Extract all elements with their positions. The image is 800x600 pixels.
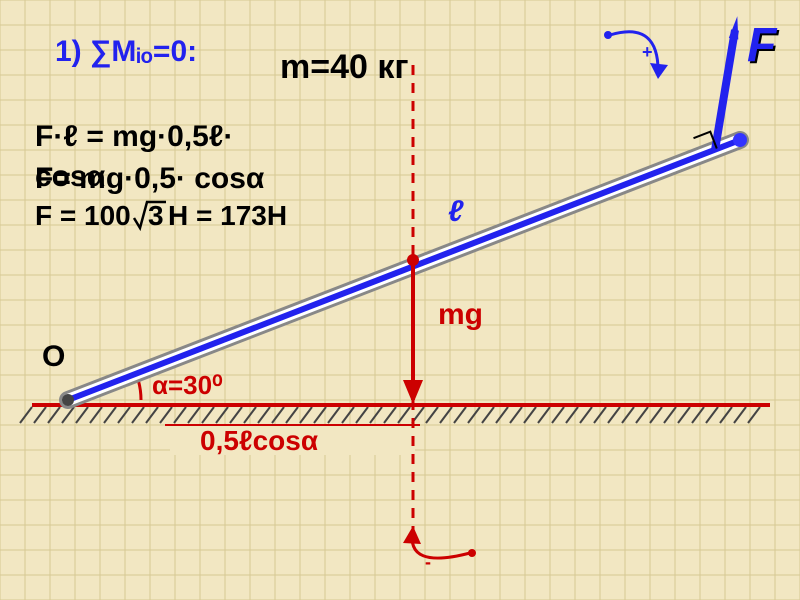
equation-3-rad: 3: [148, 200, 164, 232]
diagram-stage: 1) ∑Mᵢₒ=0: m=40 кг F·ℓ = mg·0,5ℓ· сosα F…: [0, 0, 800, 600]
angle-alpha-label: α=30⁰: [152, 370, 223, 401]
mass-label: m=40 кг: [280, 48, 409, 87]
F-vector-label: F: [747, 18, 776, 73]
plus-rotation-label: +: [642, 42, 653, 63]
diagram-svg: [0, 0, 800, 600]
equation-3-pre: F = 100: [35, 200, 131, 232]
equation-1a: F·ℓ = mg·0,5ℓ·: [35, 120, 234, 154]
origin-O-label: O: [42, 340, 65, 374]
equation-3-post: H = 173H: [168, 200, 287, 232]
projection-label: 0,5ℓcosα: [200, 425, 318, 457]
minus-rotation-label: -: [425, 552, 431, 573]
equation-2: F= mg·0,5· cosα: [35, 162, 264, 196]
moment-equation-label: 1) ∑Mᵢₒ=0:: [55, 35, 197, 69]
length-ell-label: ℓ: [448, 195, 463, 229]
mg-vector-label: mg: [438, 298, 483, 332]
